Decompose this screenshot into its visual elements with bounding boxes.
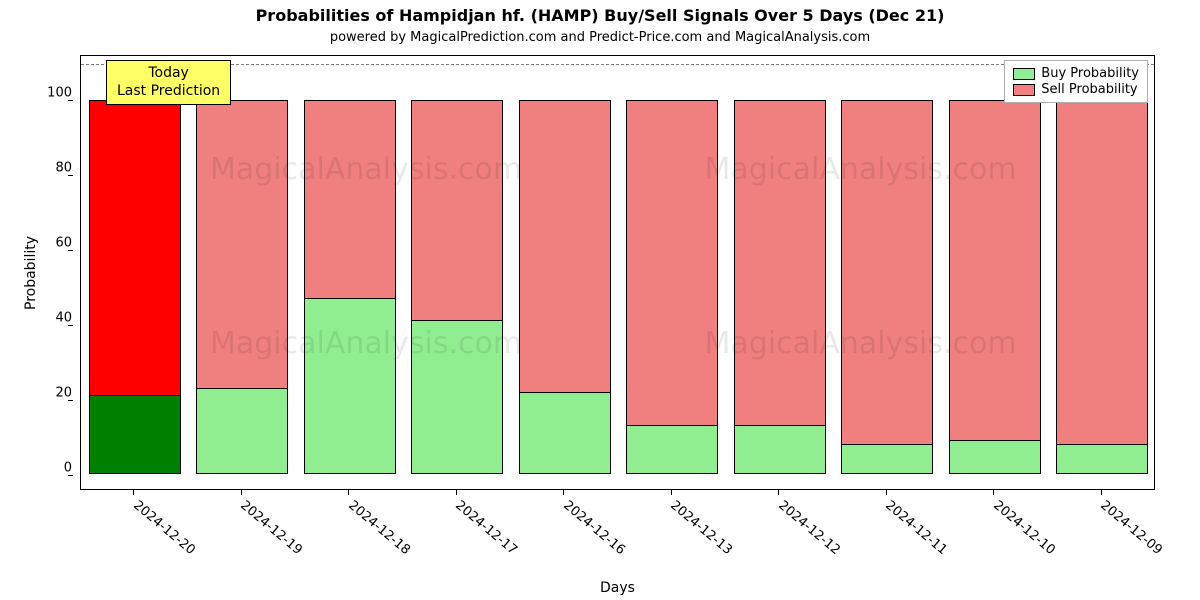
y-tick-label: 80: [55, 160, 72, 175]
legend-item-buy: Buy Probability: [1013, 66, 1139, 81]
legend-label-buy: Buy Probability: [1041, 66, 1139, 81]
y-tick-label: 40: [55, 310, 72, 325]
bar-slot: [304, 54, 396, 489]
x-tick-mark: [778, 490, 779, 495]
x-tick-mark: [241, 490, 242, 495]
chart-container: Probabilities of Hampidjan hf. (HAMP) Bu…: [0, 0, 1200, 600]
x-tick-mark: [456, 490, 457, 495]
x-tick-label: 2024-12-17: [453, 498, 521, 558]
bar-buy: [519, 392, 611, 475]
x-tick-mark: [563, 490, 564, 495]
bar-slot: [949, 54, 1041, 489]
y-tick-mark: [68, 475, 73, 476]
bar-sell: [196, 100, 288, 389]
y-axis-label: Probability: [23, 235, 39, 309]
bar-slot: [841, 54, 933, 489]
legend-swatch-buy: [1013, 68, 1035, 80]
gridline-top: [81, 64, 1154, 65]
legend-label-sell: Sell Probability: [1041, 82, 1137, 97]
bar-sell: [89, 100, 181, 396]
bar-sell: [304, 100, 396, 299]
legend: Buy Probability Sell Probability: [1004, 60, 1148, 103]
x-tick-label: 2024-12-11: [883, 498, 951, 558]
y-tick-label: 0: [64, 460, 72, 475]
chart-title: Probabilities of Hampidjan hf. (HAMP) Bu…: [0, 6, 1200, 25]
bar-slot: [89, 54, 181, 489]
x-tick-mark: [133, 490, 134, 495]
x-tick-mark: [1101, 490, 1102, 495]
y-axis: Probability 0 20 40 60 80 100: [0, 55, 80, 490]
bar-slot: [196, 54, 288, 489]
x-tick-label: 2024-12-09: [1098, 498, 1166, 558]
bar-slot: [734, 54, 826, 489]
x-tick-label: 2024-12-20: [130, 498, 198, 558]
bar-sell: [626, 100, 718, 426]
y-tick-label: 60: [55, 235, 72, 250]
today-callout: Today Last Prediction: [106, 60, 231, 105]
y-tick-mark: [68, 175, 73, 176]
legend-item-sell: Sell Probability: [1013, 82, 1139, 97]
y-tick-mark: [68, 100, 73, 101]
x-tick-label: 2024-12-10: [990, 498, 1058, 558]
bar-slot: [626, 54, 718, 489]
bar-buy: [89, 395, 181, 474]
y-tick-mark: [68, 325, 73, 326]
today-callout-line2: Last Prediction: [117, 83, 220, 101]
bar-slot: [411, 54, 503, 489]
x-tick-mark: [671, 490, 672, 495]
bar-buy: [304, 298, 396, 474]
x-tick-mark: [348, 490, 349, 495]
bar-buy: [734, 425, 826, 474]
x-tick-label: 2024-12-12: [775, 498, 843, 558]
plot-area: MagicalAnalysis.comMagicalAnalysis.comMa…: [80, 55, 1155, 490]
y-tick-mark: [68, 250, 73, 251]
x-tick-mark: [886, 490, 887, 495]
y-tick-label: 20: [55, 385, 72, 400]
x-tick-mark: [993, 490, 994, 495]
x-axis-label: Days: [80, 580, 1155, 596]
bar-sell: [841, 100, 933, 445]
bar-buy: [949, 440, 1041, 474]
today-callout-line1: Today: [117, 65, 220, 83]
bar-buy: [1056, 444, 1148, 474]
chart-subtitle: powered by MagicalPrediction.com and Pre…: [0, 30, 1200, 45]
bar-buy: [626, 425, 718, 474]
x-tick-label: 2024-12-18: [345, 498, 413, 558]
y-tick-mark: [68, 400, 73, 401]
x-tick-label: 2024-12-19: [238, 498, 306, 558]
bar-sell: [519, 100, 611, 393]
bar-sell: [949, 100, 1041, 441]
bar-buy: [411, 320, 503, 474]
bar-sell: [1056, 100, 1148, 445]
bar-sell: [411, 100, 503, 321]
bar-sell: [734, 100, 826, 426]
y-tick-label: 100: [47, 85, 72, 100]
bars-layer: [81, 56, 1154, 489]
legend-swatch-sell: [1013, 84, 1035, 96]
bar-buy: [841, 444, 933, 474]
x-tick-label: 2024-12-13: [668, 498, 736, 558]
bar-slot: [519, 54, 611, 489]
bar-slot: [1056, 54, 1148, 489]
x-tick-label: 2024-12-16: [560, 498, 628, 558]
x-axis: Days 2024-12-20 2024-12-19 2024-12-18 2024-…: [80, 490, 1155, 600]
bar-buy: [196, 388, 288, 474]
